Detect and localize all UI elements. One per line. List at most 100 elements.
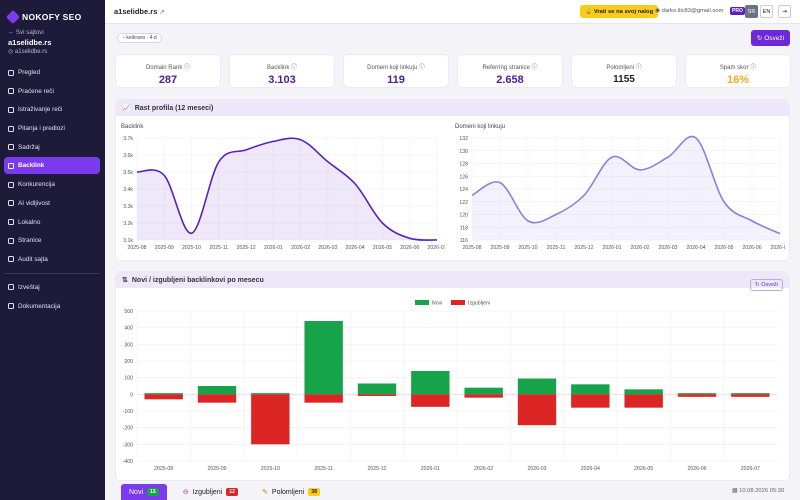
stat-value: 287 <box>158 74 178 86</box>
sidebar-item-pitanja[interactable]: Pitanja i predlozi <box>4 120 100 137</box>
stat-card-referring-pages: Referring stranice ⓘ 2.658 <box>457 54 563 88</box>
ai-icon <box>8 200 14 207</box>
sidebar-item-label: Izveštaj <box>18 283 40 291</box>
series-line <box>136 137 438 241</box>
x-tick-label: 2026-04 <box>686 245 705 251</box>
tab-polomljeni[interactable]: ✎ Polomljeni 38 <box>254 484 328 500</box>
cache-label: keširano · 4 d <box>126 35 157 41</box>
x-tick-label: 2026-01 <box>421 466 440 472</box>
sidebar-item-izvestaj[interactable]: Izveštaj <box>4 279 100 296</box>
bar-izgubljeni <box>144 394 183 400</box>
sidebar-item-label: Pitanja i predlozi <box>18 125 65 133</box>
sidebar-divider <box>4 272 100 274</box>
stat-value: 2.658 <box>496 74 524 86</box>
logout-icon[interactable]: ⇥ <box>778 5 791 18</box>
sidebar-item-pracene-reci[interactable]: Praćene reči <box>4 83 100 100</box>
stat-label: Polomljeni ⓘ <box>572 62 676 71</box>
newlost-panel: ⇅ Novi / izgubljeni backlinkovi po mesecu… <box>115 271 790 481</box>
x-tick-label: 2026-05 <box>373 245 392 251</box>
stat-label: Referring stranice ⓘ <box>458 62 562 71</box>
stat-label-text: Polomljeni <box>606 65 634 71</box>
refresh-button[interactable]: ↻ Osveži <box>751 30 790 46</box>
y-tick-label: 3.7k <box>123 136 133 142</box>
x-tick-label: 2026-04 <box>346 245 365 251</box>
x-tick-label: 2025-08 <box>462 245 481 251</box>
lock-icon: 🔒 <box>585 8 594 15</box>
x-tick-label: 2025-11 <box>314 466 333 472</box>
x-tick-label: 2025-11 <box>209 245 228 251</box>
stat-card-domain-rank: Domain Rank ⓘ 287 <box>115 54 221 88</box>
return-button-label: Vrati se na svoj nalog <box>593 8 654 15</box>
sidebar-item-lokalno[interactable]: Lokalno <box>4 214 100 231</box>
sidebar-item-label: Dokumentacija <box>18 302 61 310</box>
sidebar-item-sadrzaj[interactable]: Sadržaj <box>4 139 100 156</box>
stat-value: 16% <box>726 74 750 86</box>
sidebar-item-dokumentacija[interactable]: Dokumentacija <box>4 298 100 315</box>
x-tick-label: 2026-04 <box>581 466 600 472</box>
bar-novi <box>251 393 290 395</box>
bar-novi <box>731 393 770 395</box>
sidebar-item-pregled[interactable]: Pregled <box>4 64 100 81</box>
bar-novi <box>411 371 450 395</box>
tab-label: Izgubljeni <box>192 488 223 496</box>
bar-izgubljeni <box>517 394 557 426</box>
series-area <box>472 136 780 240</box>
stat-value: 1155 <box>613 74 635 85</box>
y-tick-label: 3.1k <box>123 238 133 244</box>
info-icon[interactable]: ⓘ <box>635 65 642 71</box>
minus-circle-icon: ⊖ <box>182 489 189 496</box>
broken-link-icon: ✎ <box>262 489 268 496</box>
sidebar-item-label: Konkurencija <box>18 181 55 189</box>
sidebar-item-konkurencija[interactable]: Konkurencija <box>4 176 100 193</box>
y-tick-label: 3.6k <box>123 153 133 159</box>
info-icon[interactable]: ⓘ <box>418 65 425 71</box>
y-tick-label: 3.3k <box>123 204 133 210</box>
legend-label: Novi <box>432 301 442 307</box>
language-sr-button[interactable]: SR <box>745 5 758 18</box>
y-tick-label: 400 <box>124 326 133 332</box>
plan-badge: PRO <box>730 7 745 15</box>
return-to-account-button[interactable]: 🔒 Vrati se na svoj nalog <box>580 5 659 18</box>
user-info[interactable]: ◉ darko.ilic83@gmail.com <box>655 8 723 14</box>
newlost-refresh-button[interactable]: ↻ Osveži <box>750 279 783 291</box>
stat-label-text: Domain Rank <box>145 65 183 71</box>
sidebar-item-istrazivanje-reci[interactable]: Istraživanje reči <box>4 101 100 118</box>
brand-logo[interactable]: NOKOFY SEO <box>5 9 82 25</box>
x-tick-label: 2026-02 <box>630 245 649 251</box>
back-to-sites-link[interactable]: ← Svi sajtovi <box>8 29 44 36</box>
user-icon: ◉ <box>655 8 662 14</box>
link-icon <box>8 162 14 169</box>
logo-icon <box>5 9 21 25</box>
bar-novi <box>677 393 717 395</box>
newlost-panel-header: ⇅ Novi / izgubljeni backlinkovi po mesecu <box>116 272 789 288</box>
sidebar-item-backlink[interactable]: Backlink <box>4 157 100 175</box>
info-icon[interactable]: ⓘ <box>531 65 538 71</box>
document-icon <box>8 144 14 151</box>
info-icon[interactable]: ⓘ <box>750 65 757 71</box>
info-icon[interactable]: ⓘ <box>184 65 191 71</box>
x-tick-label: 2025-09 <box>155 245 174 251</box>
stat-label: Domain Rank ⓘ <box>116 62 220 71</box>
bar-novi <box>464 387 503 395</box>
y-tick-label: 132 <box>459 136 468 142</box>
audit-icon <box>8 256 14 263</box>
sidebar-item-stranice[interactable]: Stranice <box>4 232 100 249</box>
refresh-label: Osveži <box>764 34 785 42</box>
legend-label: Izgubljeni <box>468 301 490 307</box>
sidebar-item-audit-sajta[interactable]: Audit sajta <box>4 251 100 268</box>
tab-novi[interactable]: Novi 15 <box>121 484 167 500</box>
x-tick-label: 2026-03 <box>527 466 546 472</box>
sidebar-item-ai-vidljivost[interactable]: AI vidljivost <box>4 195 100 212</box>
bar-izgubljeni <box>677 394 717 397</box>
tracking-icon <box>8 88 14 95</box>
x-tick-label: 2025-09 <box>490 245 509 251</box>
language-en-button[interactable]: EN <box>760 5 773 18</box>
tab-izgubljeni[interactable]: ⊖ Izgubljeni 12 <box>175 484 246 500</box>
info-icon[interactable]: ⓘ <box>291 65 298 71</box>
external-link-icon[interactable]: ↗ <box>159 9 165 16</box>
bar-izgubljeni <box>411 394 450 407</box>
series-line <box>471 135 781 235</box>
y-tick-label: -100 <box>123 409 133 415</box>
y-tick-label: 500 <box>124 309 133 315</box>
site-url-link[interactable]: ◎ a1selidbe.rs <box>8 48 47 55</box>
